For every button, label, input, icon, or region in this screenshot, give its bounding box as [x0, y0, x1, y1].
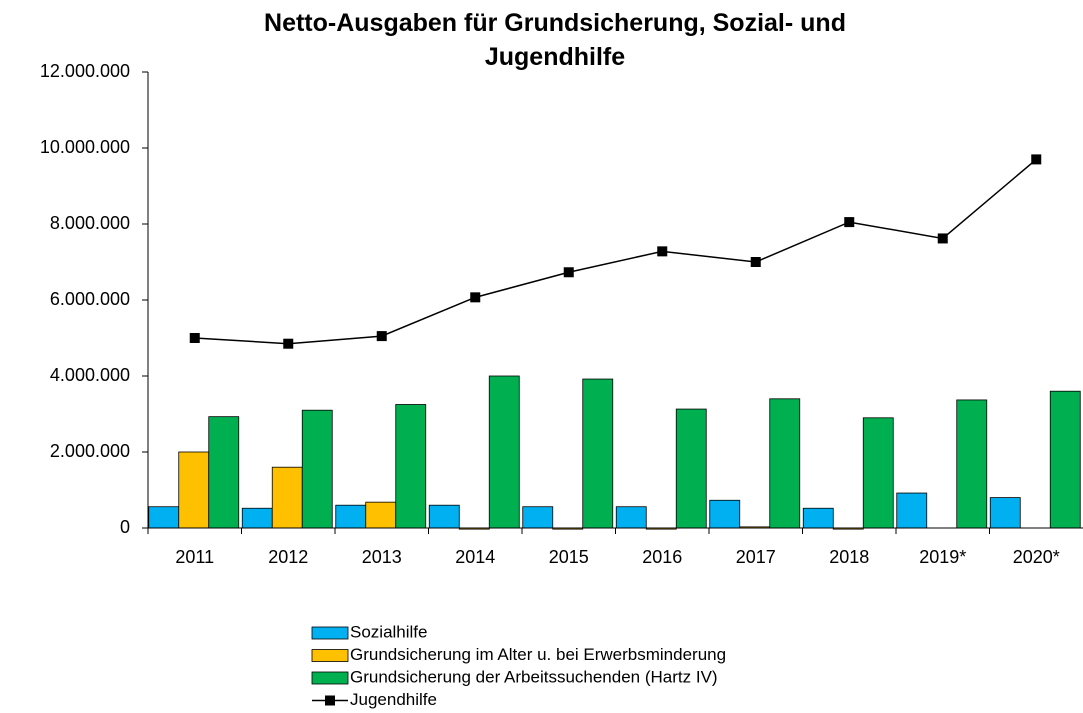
bar — [802, 507, 834, 529]
legend-swatch — [311, 649, 349, 662]
y-tick-label: 8.000.000 — [50, 213, 130, 233]
legend-label: Jugendhilfe — [350, 690, 437, 709]
bar — [582, 378, 614, 529]
bar — [178, 451, 210, 529]
bar — [709, 499, 741, 529]
bar — [675, 408, 707, 529]
line-marker — [283, 338, 294, 349]
line-marker — [657, 246, 668, 257]
bar — [896, 492, 928, 529]
bar — [271, 466, 303, 529]
bar — [769, 398, 801, 529]
line — [194, 158, 1037, 345]
bar — [208, 416, 240, 529]
bar — [989, 497, 1021, 529]
line-marker — [844, 217, 855, 228]
y-tick-label: 6.000.000 — [50, 289, 130, 309]
bar — [615, 506, 647, 529]
x-tick-label: 2015 — [549, 547, 589, 567]
y-tick-label: 4.000.000 — [50, 365, 130, 385]
bar — [488, 375, 520, 529]
line-marker — [470, 292, 481, 303]
bar — [335, 504, 367, 529]
bar — [301, 409, 333, 529]
x-tick-label: 2017 — [736, 547, 776, 567]
bar — [522, 506, 554, 529]
line-marker — [376, 331, 387, 342]
bar — [428, 504, 460, 529]
y-tick-label: 10.000.000 — [40, 137, 130, 157]
x-tick-label: 2018 — [829, 547, 869, 567]
legend-swatch — [325, 695, 335, 706]
x-tick-label: 2012 — [268, 547, 308, 567]
x-tick-label: 2019* — [919, 547, 966, 567]
bar — [956, 399, 988, 529]
bar — [395, 404, 427, 529]
bar — [365, 501, 397, 529]
legend-label: Grundsicherung der Arbeitssuchenden (Har… — [350, 667, 718, 686]
x-tick-label: 2020* — [1013, 547, 1060, 567]
bar — [1049, 390, 1081, 529]
legend-swatch — [311, 626, 349, 640]
line-marker — [563, 267, 574, 278]
x-tick-label: 2011 — [175, 547, 214, 567]
legend-swatch — [311, 671, 349, 685]
bar — [241, 507, 273, 529]
legend-label: Sozialhilfe — [350, 622, 428, 641]
y-tick-label: 2.000.000 — [50, 441, 130, 461]
y-tick-label: 12.000.000 — [40, 61, 130, 81]
line-marker — [1031, 154, 1042, 165]
chart-title: Netto-Ausgaben für Grundsicherung, Sozia… — [264, 9, 846, 71]
y-tick-label: 0 — [120, 517, 130, 537]
bar — [862, 417, 894, 529]
x-tick-label: 2014 — [455, 547, 495, 567]
legend-label: Grundsicherung im Alter u. bei Erwerbsmi… — [350, 645, 726, 664]
x-tick-label: 2016 — [642, 547, 682, 567]
line-marker — [750, 257, 761, 267]
bar — [148, 506, 180, 529]
line-marker — [189, 333, 200, 343]
line-marker — [937, 233, 948, 244]
x-tick-label: 2013 — [362, 547, 402, 567]
